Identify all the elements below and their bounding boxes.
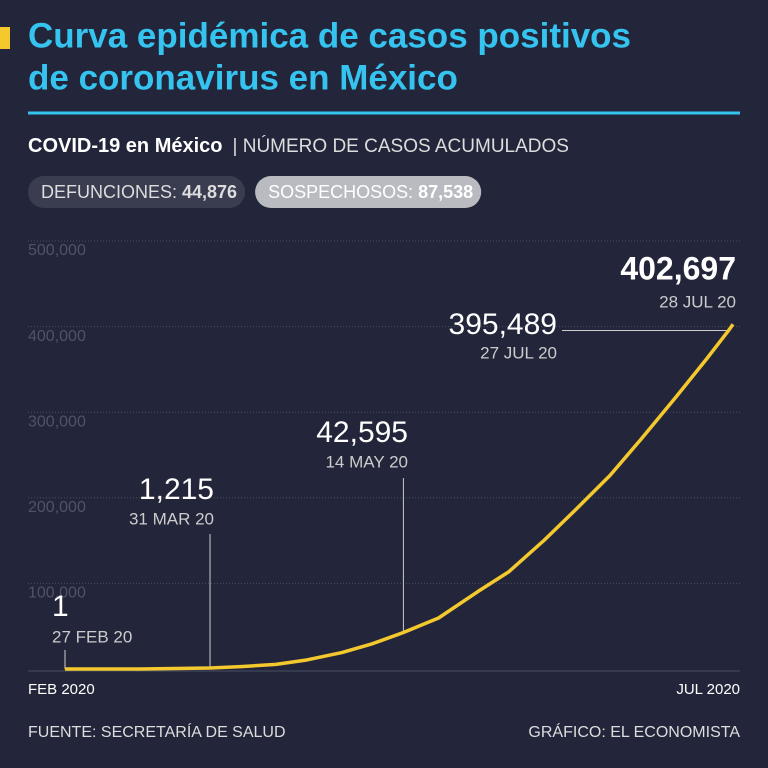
stat-value: 87,538: [418, 182, 473, 202]
source: FUENTE: SECRETARÍA DE SALUD: [28, 722, 286, 741]
title-line: de coronavirus en México: [28, 58, 458, 97]
stat-value: 44,876: [182, 182, 237, 202]
value-label: 1: [52, 590, 69, 623]
date-label: 14 MAY 20: [325, 452, 408, 471]
stat-label: SOSPECHOSOS:: [268, 182, 413, 202]
x-tick-label: JUL 2020: [676, 681, 740, 698]
date-label: 27 FEB 20: [52, 627, 132, 646]
y-tick-label: 200,000: [28, 499, 86, 516]
date-label: 31 MAR 20: [129, 509, 214, 528]
value-label: 42,595: [316, 416, 408, 449]
credit: GRÁFICO: EL ECONOMISTA: [528, 722, 740, 741]
date-label: 27 JUL 20: [480, 343, 557, 362]
value-label: 395,489: [449, 308, 557, 341]
title-line: Curva epidémica de casos positivos: [28, 16, 631, 55]
value-label: 402,697: [620, 250, 736, 286]
stats: DEFUNCIONES: 44,876 SOSPECHOSOS: 87,538: [28, 176, 482, 208]
y-tick-label: 500,000: [28, 242, 86, 259]
subtitle: COVID-19 en México | NÚMERO DE CASOS ACUM…: [28, 135, 569, 157]
subtitle-bold: COVID-19 en México: [28, 135, 223, 157]
y-tick-label: 100,000: [28, 585, 86, 602]
x-tick-label: FEB 2020: [28, 681, 95, 698]
stat: DEFUNCIONES: 44,876: [41, 182, 237, 202]
stat-pill: [28, 176, 246, 208]
y-tick-label: 400,000: [28, 328, 86, 345]
y-tick-label: 300,000: [28, 413, 86, 430]
accent: [0, 27, 10, 49]
stat-pill: [255, 176, 482, 208]
subtitle-rest: | NÚMERO DE CASOS ACUMULADOS: [233, 135, 569, 157]
stat: SOSPECHOSOS: 87,538: [268, 182, 473, 202]
date-label: 28 JUL 20: [659, 292, 736, 311]
line: [64, 323, 735, 671]
stat-label: DEFUNCIONES:: [41, 182, 177, 202]
value-label: 1,215: [139, 473, 214, 506]
